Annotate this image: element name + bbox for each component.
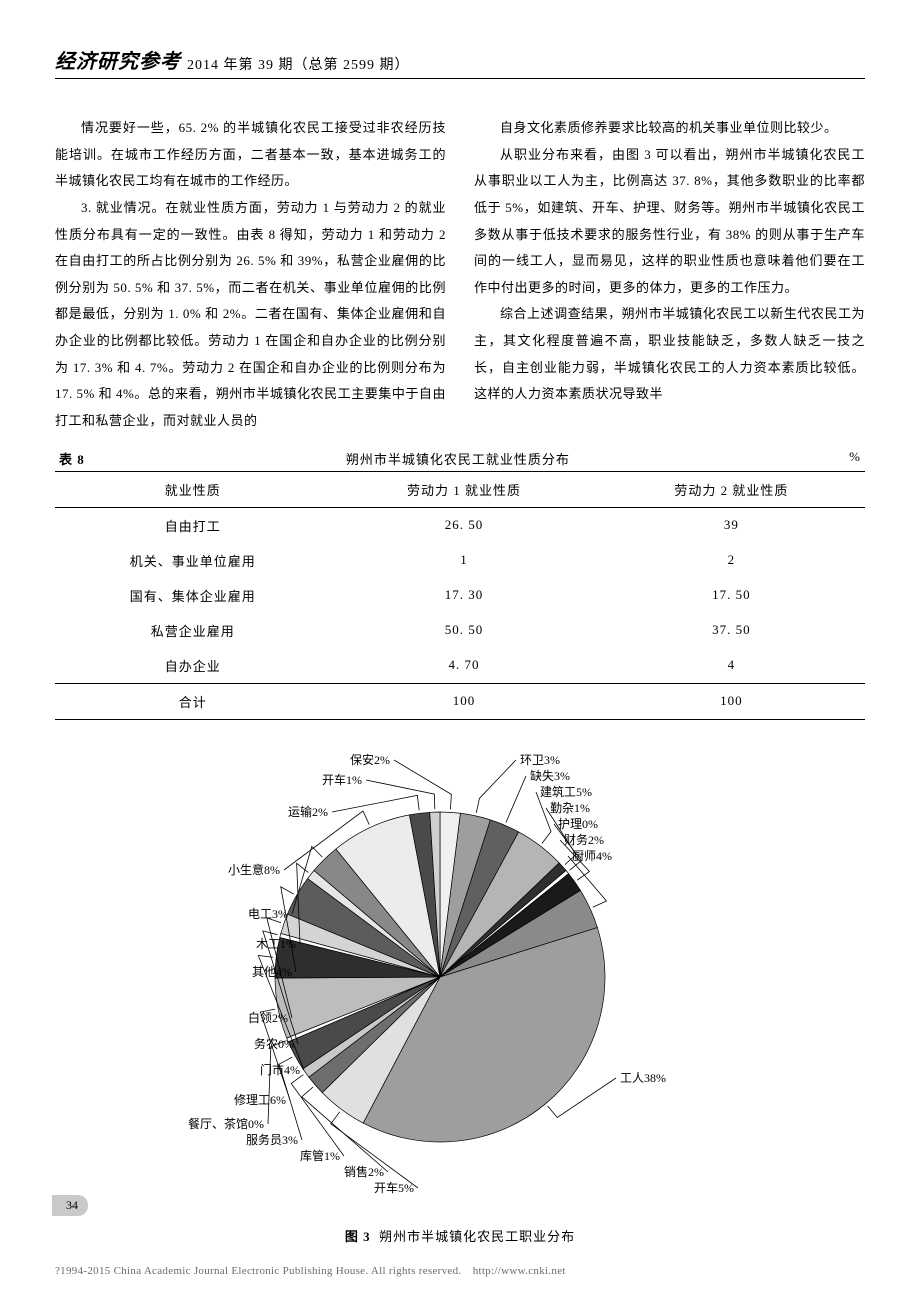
- table-8-col-header: 劳动力 2 就业性质: [598, 471, 865, 507]
- pie-slice-label: 小生意8%: [228, 862, 280, 877]
- journal-name: 经济研究参考: [55, 45, 181, 74]
- table-cell: 1: [330, 543, 597, 578]
- table-cell: 17. 50: [598, 578, 865, 613]
- right-column: 自身文化素质修养要求比较高的机关事业单位则比较少。 从职业分布来看，由图 3 可…: [474, 115, 865, 435]
- pie-slice-label: 务农0%: [254, 1036, 294, 1051]
- pie-slice-label: 修理工6%: [234, 1092, 286, 1107]
- pie-slice-label: 销售2%: [344, 1164, 384, 1179]
- table-8-label: 表 8: [59, 449, 85, 468]
- figure-3-block: 保安2% 环卫3%缺失3%建筑工5% 勤杂1% 护理0%财务2% 厨师4% 工人38% 开车…: [55, 752, 865, 1245]
- table-cell: 100: [330, 683, 597, 719]
- table-8-col-header: 就业性质: [55, 471, 330, 507]
- table-8: 就业性质劳动力 1 就业性质劳动力 2 就业性质 自由打工26. 5039机关、…: [55, 471, 865, 720]
- page-header: 经济研究参考 2014 年第 39 期（总第 2599 期）: [55, 45, 865, 79]
- pie-slice-label: 财务2%: [564, 832, 604, 847]
- pie-slice-label: 保安2%: [350, 752, 390, 767]
- pie-leader-line: [332, 795, 419, 812]
- pie-slice-label: 其他4%: [252, 965, 292, 979]
- pie-slice-label: 勤杂1%: [550, 801, 590, 815]
- left-column: 情况要好一些，65. 2% 的半城镇化农民工接受过非农经历技能培训。在城市工作经…: [55, 115, 446, 435]
- table-cell: 合计: [55, 683, 330, 719]
- table-cell: 4. 70: [330, 648, 597, 684]
- pie-slice-label: 建筑工5%: [540, 784, 592, 799]
- table-cell: 2: [598, 543, 865, 578]
- table-cell: 39: [598, 507, 865, 543]
- table-8-caption: 表 8 朔州市半城镇化农民工就业性质分布 %: [55, 449, 865, 471]
- pie-leader-line: [366, 780, 435, 809]
- table-row: 机关、事业单位雇用12: [55, 543, 865, 578]
- footer-copyright: ?1994-2015 China Academic Journal Electr…: [55, 1262, 566, 1278]
- pie-slice-label: 白领2%: [248, 1010, 288, 1025]
- right-para-2: 从职业分布来看，由图 3 可以看出，朔州市半城镇化农民工从事职业以工人为主，比例…: [474, 142, 865, 302]
- table-total-row: 合计100100: [55, 683, 865, 719]
- table-row: 国有、集体企业雇用17. 3017. 50: [55, 578, 865, 613]
- table-cell: 机关、事业单位雇用: [55, 543, 330, 578]
- pie-slice-label: 开车5%: [374, 1180, 414, 1195]
- pie-slice-label: 门市4%: [260, 1062, 300, 1077]
- right-para-1: 自身文化素质修养要求比较高的机关事业单位则比较少。: [474, 115, 865, 142]
- table-cell: 4: [598, 648, 865, 684]
- pie-slice-label: 木工1%: [256, 937, 296, 951]
- table-cell: 37. 50: [598, 613, 865, 648]
- pie-leader-line: [268, 1041, 285, 1124]
- table-cell: 100: [598, 683, 865, 719]
- pie-leader-line: [476, 760, 516, 813]
- left-para-2: 3. 就业情况。在就业性质方面，劳动力 1 与劳动力 2 的就业性质分布具有一定…: [55, 195, 446, 435]
- figure-3-pie-chart: 保安2% 环卫3%缺失3%建筑工5% 勤杂1% 护理0%财务2% 厨师4% 工人38% 开车…: [180, 752, 740, 1212]
- pie-slice-label: 护理0%: [558, 817, 598, 831]
- issue-info: 2014 年第 39 期（总第 2599 期）: [187, 54, 410, 74]
- pie-leader-line: [536, 792, 551, 843]
- table-8-unit: %: [831, 449, 861, 468]
- figure-3-caption: 图 3 朔州市半城镇化农民工职业分布: [55, 1226, 865, 1245]
- pie-slice-label: 服务员3%: [246, 1132, 298, 1147]
- body-columns: 情况要好一些，65. 2% 的半城镇化农民工接受过非农经历技能培训。在城市工作经…: [55, 115, 865, 435]
- figure-3-label: 图 3: [345, 1229, 371, 1244]
- table-cell: 自由打工: [55, 507, 330, 543]
- table-row: 自由打工26. 5039: [55, 507, 865, 543]
- pie-slice-label: 餐厅、茶馆0%: [188, 1116, 264, 1131]
- pie-slice-label: 环卫3%: [520, 753, 560, 767]
- table-row: 自办企业4. 704: [55, 648, 865, 684]
- table-cell: 私营企业雇用: [55, 613, 330, 648]
- table-8-col-header: 劳动力 1 就业性质: [330, 471, 597, 507]
- pie-slice-label: 电工3%: [248, 907, 288, 921]
- table-cell: 国有、集体企业雇用: [55, 578, 330, 613]
- pie-slice-label: 缺失3%: [530, 768, 570, 783]
- table-cell: 50. 50: [330, 613, 597, 648]
- pie-slice-label: 库管1%: [300, 1148, 340, 1163]
- pie-leader-line: [394, 760, 451, 809]
- left-para-1: 情况要好一些，65. 2% 的半城镇化农民工接受过非农经历技能培训。在城市工作经…: [55, 115, 446, 195]
- pie-leader-line: [506, 776, 526, 822]
- right-para-3: 综合上述调查结果，朔州市半城镇化农民工以新生代农民工为主，其文化程度普遍不高，职…: [474, 301, 865, 408]
- pie-slice-label: 运输2%: [288, 804, 328, 819]
- page-number: 34: [52, 1195, 88, 1216]
- pie-slice-label: 厨师4%: [572, 849, 612, 863]
- table-cell: 自办企业: [55, 648, 330, 684]
- pie-slice-label: 工人38%: [620, 1071, 666, 1085]
- table-row: 私营企业雇用50. 5037. 50: [55, 613, 865, 648]
- table-cell: 17. 30: [330, 578, 597, 613]
- table-8-title: 朔州市半城镇化农民工就业性质分布: [85, 449, 831, 468]
- table-cell: 26. 50: [330, 507, 597, 543]
- figure-3-caption-text: 朔州市半城镇化农民工职业分布: [379, 1229, 575, 1244]
- pie-slice-label: 开车1%: [322, 772, 362, 787]
- table-8-block: 表 8 朔州市半城镇化农民工就业性质分布 % 就业性质劳动力 1 就业性质劳动力…: [55, 449, 865, 720]
